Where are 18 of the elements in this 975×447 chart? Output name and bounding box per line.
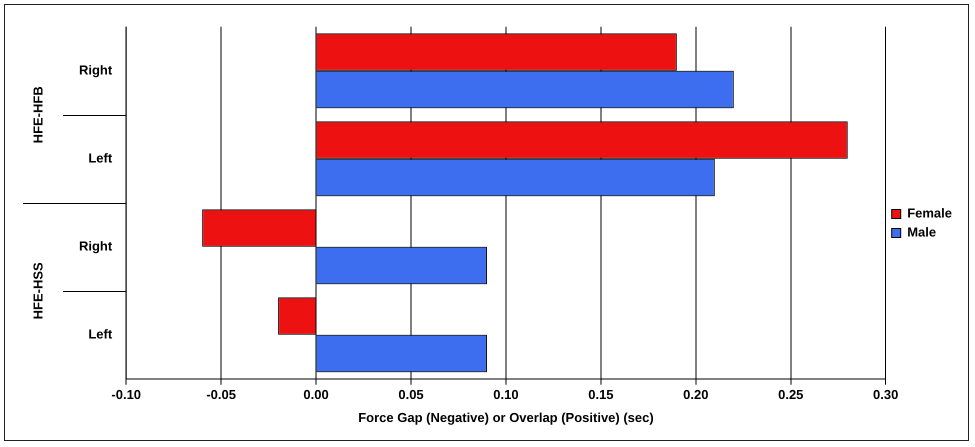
legend-label: Female	[907, 206, 952, 221]
x-tick-label: 0.15	[588, 387, 614, 402]
x-tick-label: 0.10	[493, 387, 519, 402]
y-tick-label: Right	[78, 62, 113, 78]
x-tick-label: 0.30	[873, 387, 898, 402]
text: HFE-HFB	[30, 86, 46, 144]
y-tick-label: Right	[78, 238, 113, 254]
x-tick-label: -0.05	[206, 387, 236, 402]
x-axis-title: Force Gap (Negative) or Overlap (Positive) (sec)	[358, 410, 654, 425]
y-tick-label: Left	[88, 326, 113, 342]
x-tick-label: 0.00	[303, 387, 329, 402]
x-tick-label: 0.25	[778, 387, 804, 402]
text: HFE-HSS	[30, 262, 46, 320]
x-tick-label: 0.20	[683, 387, 708, 402]
x-tick-label: 0.05	[398, 387, 424, 402]
legend-label: Male	[907, 224, 936, 240]
x-tick-label: -0.10	[111, 387, 142, 402]
y-tick-label: Left	[88, 150, 113, 166]
